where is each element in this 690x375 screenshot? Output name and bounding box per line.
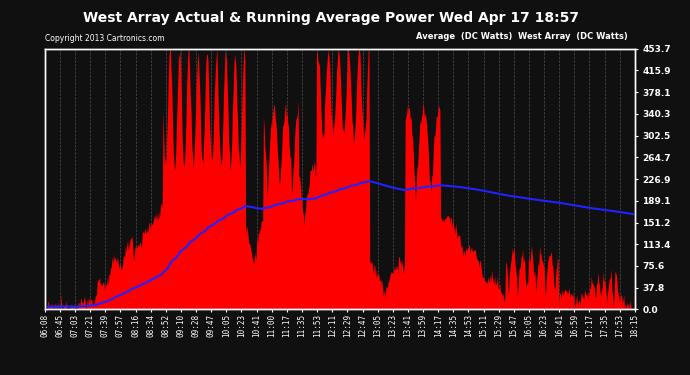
Text: Copyright 2013 Cartronics.com: Copyright 2013 Cartronics.com [45,34,164,43]
Text: West Array  (DC Watts): West Array (DC Watts) [518,32,628,41]
Text: Average  (DC Watts): Average (DC Watts) [415,32,512,41]
Text: West Array Actual & Running Average Power Wed Apr 17 18:57: West Array Actual & Running Average Powe… [83,11,579,25]
